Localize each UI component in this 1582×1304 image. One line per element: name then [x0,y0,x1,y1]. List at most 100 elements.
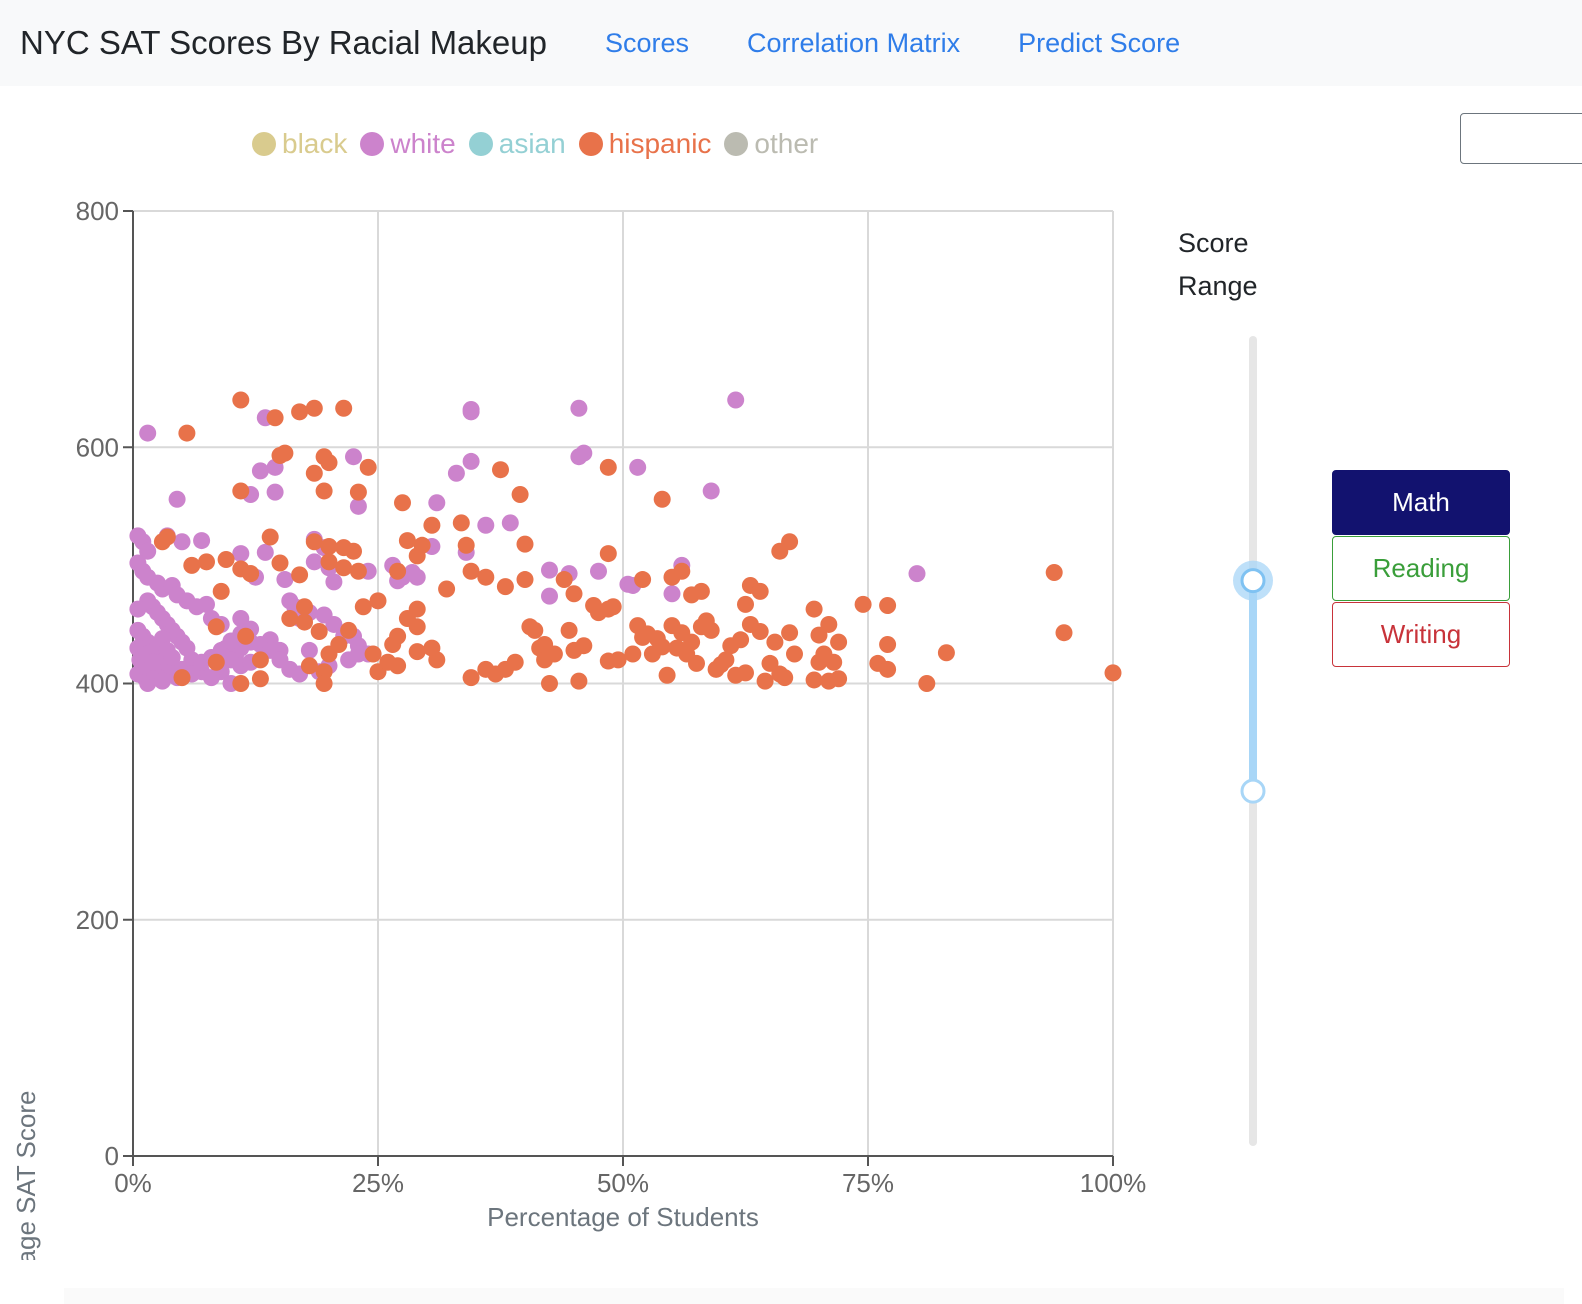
point-white[interactable] [276,571,294,589]
legend-item-other[interactable]: other [724,128,818,160]
point-hispanic[interactable] [751,582,769,600]
point-hispanic[interactable] [217,550,235,568]
reading-button[interactable]: Reading [1332,536,1510,601]
point-hispanic[interactable] [702,621,720,639]
point-white[interactable] [541,587,558,605]
point-hispanic[interactable] [570,672,588,690]
point-hispanic[interactable] [198,553,215,571]
point-white[interactable] [144,653,162,671]
point-hispanic[interactable] [178,424,196,442]
point-hispanic[interactable] [320,553,338,571]
point-hispanic[interactable] [296,613,313,631]
point-hispanic[interactable] [320,454,338,472]
point-hispanic[interactable] [830,670,848,688]
point-hispanic[interactable] [477,568,495,586]
writing-button[interactable]: Writing [1332,602,1510,667]
point-hispanic[interactable] [545,645,563,663]
point-hispanic[interactable] [766,633,784,651]
point-white[interactable] [345,448,362,466]
point-white[interactable] [428,494,446,512]
point-hispanic[interactable] [330,636,348,654]
point-hispanic[interactable] [207,653,225,671]
point-hispanic[interactable] [560,621,578,639]
navbar-brand[interactable]: NYC SAT Scores By Racial Makeup [20,24,547,61]
point-white[interactable] [541,561,558,579]
point-hispanic[interactable] [364,645,382,663]
point-hispanic[interactable] [340,621,358,639]
point-white[interactable] [129,600,147,618]
point-hispanic[interactable] [776,669,794,687]
point-hispanic[interactable] [354,598,372,616]
point-hispanic[interactable] [732,631,750,649]
point-hispanic[interactable] [291,566,309,584]
point-hispanic[interactable] [937,644,955,662]
point-hispanic[interactable] [349,483,367,501]
point-white[interactable] [325,615,343,633]
point-hispanic[interactable] [251,670,269,688]
point-hispanic[interactable] [609,651,627,669]
point-hispanic[interactable] [349,562,367,580]
point-white[interactable] [727,391,745,409]
point-hispanic[interactable] [438,580,456,598]
point-hispanic[interactable] [408,618,426,636]
legend-item-black[interactable]: black [252,128,347,160]
point-hispanic[interactable] [389,562,407,580]
point-hispanic[interactable] [604,598,622,616]
point-hispanic[interactable] [345,542,362,560]
point-hispanic[interactable] [369,592,387,610]
point-hispanic[interactable] [692,582,710,600]
point-hispanic[interactable] [781,624,799,642]
point-hispanic[interactable] [565,585,583,603]
point-hispanic[interactable] [408,547,426,565]
point-white[interactable] [173,533,191,551]
point-hispanic[interactable] [251,651,269,669]
point-hispanic[interactable] [492,461,509,479]
point-hispanic[interactable] [918,675,936,692]
point-hispanic[interactable] [335,559,353,577]
point-hispanic[interactable] [310,623,328,641]
point-hispanic[interactable] [717,651,735,669]
point-white[interactable] [305,553,323,571]
point-hispanic[interactable] [462,669,480,687]
score-range-slider[interactable] [1200,320,1310,1160]
point-hispanic[interactable] [781,533,799,551]
point-hispanic[interactable] [653,490,671,508]
point-hispanic[interactable] [879,636,897,654]
point-hispanic[interactable] [737,664,754,682]
point-hispanic[interactable] [315,675,333,692]
point-white[interactable] [300,641,318,659]
point-hispanic[interactable] [232,675,250,692]
point-hispanic[interactable] [173,669,191,687]
point-hispanic[interactable] [511,486,529,503]
point-hispanic[interactable] [516,571,534,589]
point-hispanic[interactable] [359,458,377,476]
point-hispanic[interactable] [830,633,848,651]
point-hispanic[interactable] [879,660,897,678]
point-hispanic[interactable] [315,482,333,500]
point-hispanic[interactable] [335,399,353,417]
point-white[interactable] [590,562,607,580]
point-hispanic[interactable] [825,653,843,671]
point-hispanic[interactable] [408,600,426,618]
point-hispanic[interactable] [516,535,534,553]
point-hispanic[interactable] [683,633,701,651]
point-white[interactable] [193,532,211,550]
point-white[interactable] [702,482,720,500]
point-white[interactable] [251,462,269,480]
nav-link-correlation-matrix[interactable]: Correlation Matrix [747,27,961,58]
point-white[interactable] [139,424,157,442]
point-hispanic[interactable] [266,409,284,427]
point-hispanic[interactable] [634,571,652,589]
point-hispanic[interactable] [673,562,691,580]
nav-link-predict-score[interactable]: Predict Score [1018,27,1181,58]
point-hispanic[interactable] [300,657,318,675]
point-white[interactable] [403,563,421,581]
nav-link-scores[interactable]: Scores [604,27,690,58]
math-button[interactable]: Math [1332,470,1510,535]
point-white[interactable] [163,649,181,667]
point-hispanic[interactable] [389,627,407,645]
point-white[interactable] [139,542,157,560]
legend-item-white[interactable]: white [360,128,456,160]
point-hispanic[interactable] [526,621,544,639]
point-hispanic[interactable] [805,600,823,618]
